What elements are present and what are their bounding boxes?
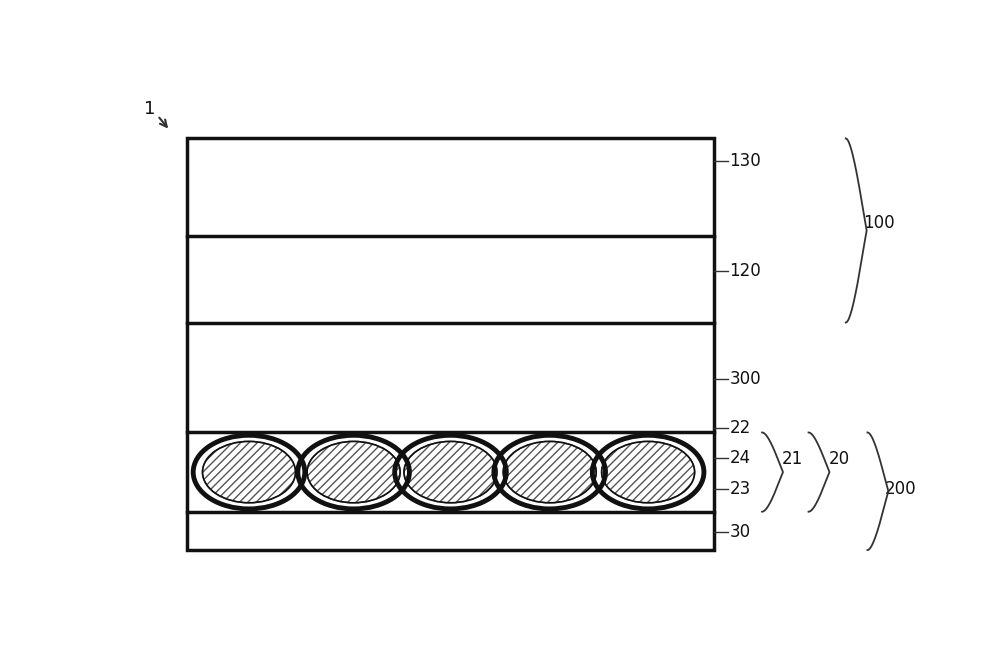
Text: 120: 120 (730, 262, 761, 280)
Text: 22: 22 (730, 420, 751, 438)
Text: 100: 100 (863, 214, 894, 232)
Ellipse shape (202, 442, 296, 503)
Text: 300: 300 (730, 370, 761, 388)
Text: 20: 20 (829, 450, 850, 468)
Text: 130: 130 (730, 153, 761, 171)
Text: 21: 21 (782, 450, 803, 468)
Ellipse shape (602, 442, 695, 503)
Bar (187, 432, 714, 512)
Bar (187, 139, 714, 550)
Text: 24: 24 (730, 449, 751, 467)
Text: 23: 23 (730, 479, 751, 498)
Ellipse shape (307, 442, 400, 503)
Ellipse shape (503, 442, 596, 503)
Text: 200: 200 (885, 479, 916, 498)
Ellipse shape (404, 442, 497, 503)
Bar (187, 512, 714, 550)
Bar (187, 323, 714, 432)
Bar (187, 236, 714, 323)
Text: 30: 30 (730, 523, 751, 541)
Text: 1: 1 (144, 100, 156, 118)
Bar (187, 139, 714, 236)
